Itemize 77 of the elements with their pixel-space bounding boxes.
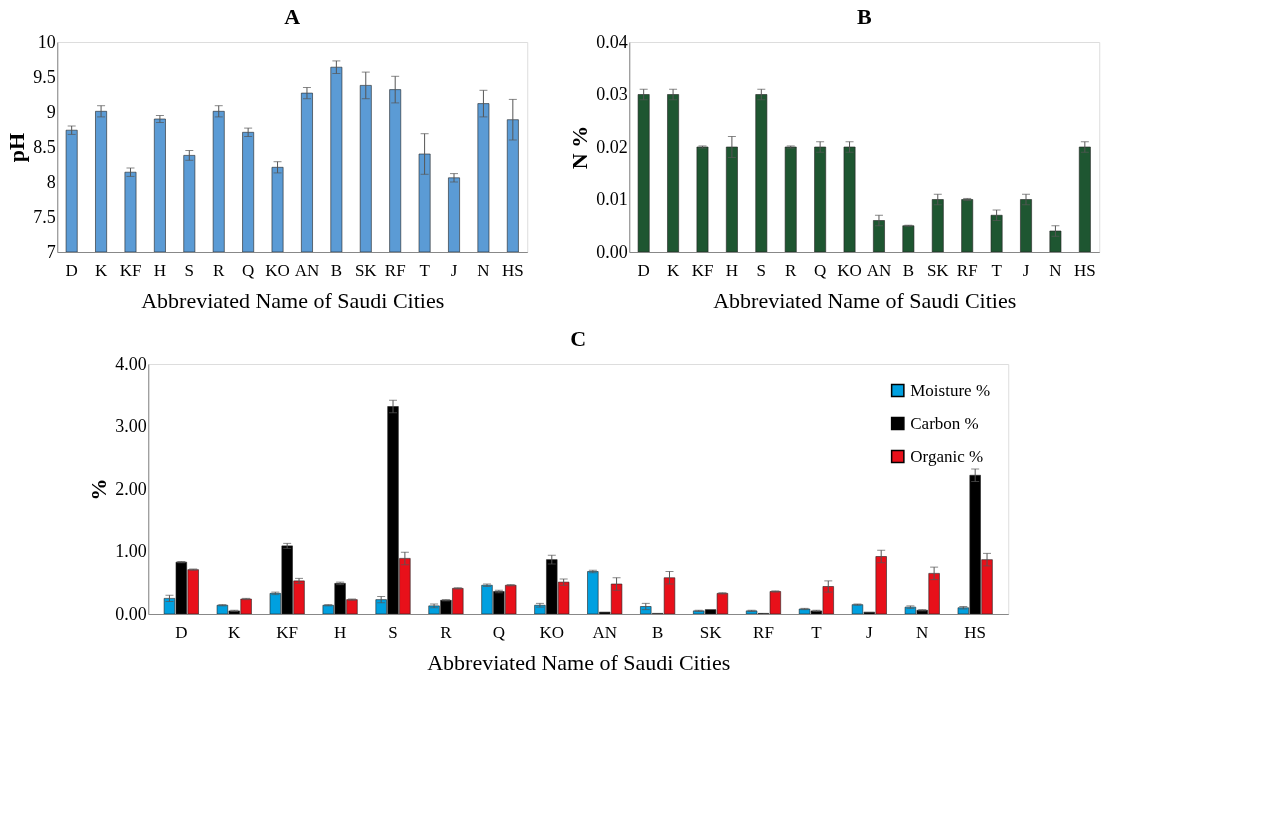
x-tick-label: H	[333, 622, 347, 642]
x-tick-label: Q	[241, 260, 255, 280]
x-tick-label: D	[175, 622, 188, 642]
x-tick-label: R	[213, 260, 226, 280]
y-axis-title: %	[86, 478, 112, 501]
x-tick-label: KF	[691, 260, 714, 280]
x-tick-label: H	[153, 260, 167, 280]
x-tick-label: Q	[492, 622, 506, 642]
x-tick-label: B	[902, 260, 915, 280]
y-tick-label: 4.00	[115, 353, 147, 374]
x-tick-label: HS	[1073, 260, 1096, 280]
legend-label: Organic %	[910, 446, 984, 466]
chart-title: A	[284, 4, 301, 29]
x-tick-label: RF	[956, 260, 978, 280]
chart-title: B	[856, 4, 872, 29]
x-tick-label: T	[419, 260, 431, 280]
x-tick-label: T	[811, 622, 823, 642]
y-tick-label: 1.00	[115, 541, 147, 561]
x-tick-label: Q	[813, 260, 827, 280]
y-tick-label: 0.04	[596, 31, 628, 52]
legend-label: Carbon %	[910, 413, 979, 433]
x-tick-label: N	[1049, 260, 1062, 280]
x-tick-label: H	[725, 260, 739, 280]
x-tick-label: KO	[539, 622, 565, 642]
x-tick-label: K	[666, 260, 680, 280]
x-tick-label: B	[651, 622, 664, 642]
y-tick-label: 0.03	[596, 84, 628, 104]
x-tick-label: RF	[753, 622, 774, 642]
x-tick-label: SK	[354, 260, 378, 280]
y-tick-label: 2.00	[115, 478, 147, 499]
x-tick-label: R	[440, 622, 453, 642]
x-tick-label: S	[388, 622, 398, 642]
x-tick-label: N	[916, 622, 929, 642]
x-tick-label: AN	[294, 260, 320, 280]
x-tick-label: J	[1022, 260, 1030, 280]
x-tick-label: K	[94, 260, 108, 280]
y-axis-title: N %	[567, 125, 593, 170]
x-tick-label: KO	[265, 260, 290, 280]
x-tick-label: HS	[964, 622, 987, 642]
x-tick-label: D	[65, 260, 78, 280]
x-axis-title: Abbreviated Name of Saudi Cities	[713, 287, 1017, 313]
x-tick-label: KO	[837, 260, 862, 280]
x-tick-label: SK	[699, 622, 723, 642]
y-tick-label: 7	[46, 241, 56, 262]
x-tick-label: S	[184, 260, 195, 280]
y-tick-label: 9.5	[33, 66, 56, 87]
y-tick-label: 0.02	[596, 136, 628, 157]
legend-label: Moisture %	[910, 380, 991, 400]
x-tick-label: B	[330, 260, 343, 280]
y-tick-label: 0.00	[596, 241, 628, 262]
x-axis-title: Abbreviated Name of Saudi Cities	[427, 649, 731, 675]
x-axis-title: Abbreviated Name of Saudi Cities	[141, 287, 445, 313]
y-axis-title: pH	[4, 132, 30, 163]
x-tick-label: AN	[592, 622, 617, 642]
x-tick-label: KF	[276, 622, 299, 642]
x-tick-label: RF	[384, 260, 406, 280]
y-tick-label: 9	[46, 101, 56, 122]
y-tick-label: 0.01	[596, 189, 628, 209]
x-tick-label: D	[637, 260, 650, 280]
x-tick-label: KF	[119, 260, 142, 280]
x-tick-label: J	[866, 622, 874, 642]
chart-title: C	[570, 326, 587, 351]
x-tick-label: R	[785, 260, 798, 280]
y-tick-label: 10	[37, 31, 56, 52]
x-tick-label: K	[228, 622, 242, 642]
y-tick-label: 7.5	[33, 206, 56, 227]
x-tick-label: T	[991, 260, 1003, 280]
y-tick-label: 8	[46, 171, 56, 192]
y-tick-label: 3.00	[115, 416, 147, 436]
y-tick-label: 8.5	[33, 136, 56, 157]
x-tick-label: S	[756, 260, 767, 280]
x-tick-label: SK	[926, 260, 950, 280]
y-tick-label: 0.00	[115, 603, 147, 624]
x-tick-label: J	[450, 260, 458, 280]
x-tick-label: AN	[866, 260, 892, 280]
x-tick-label: N	[477, 260, 490, 280]
x-tick-label: HS	[501, 260, 524, 280]
